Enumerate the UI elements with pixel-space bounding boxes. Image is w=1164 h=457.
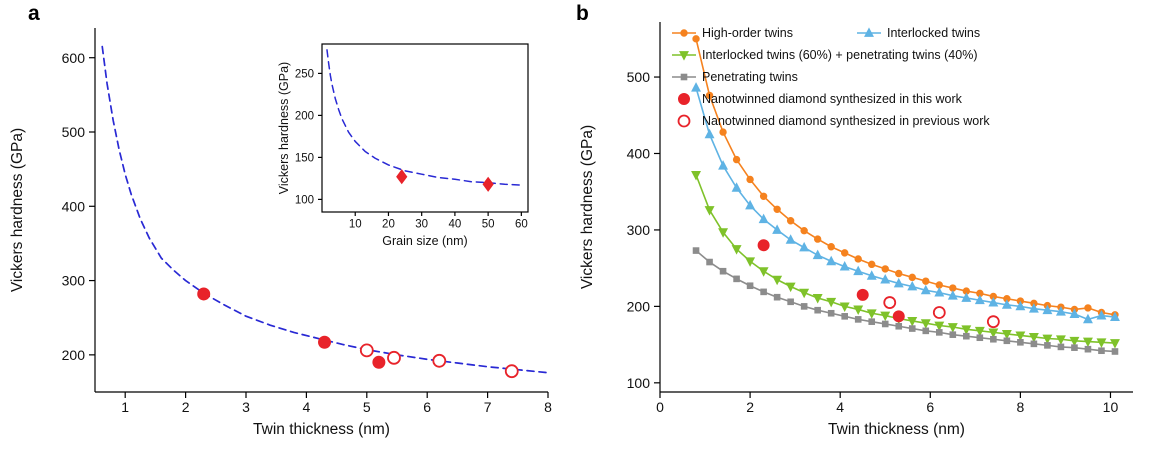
panel-a-chart: 1 2 3 4 5 6 7 8 200 300 400 500 600 Twin thickness (n…: [9, 28, 552, 438]
panel-b-chart: 0 2 4 6 8 10 100 200 300 400 500 Twin thickness (nm…: [579, 22, 1133, 438]
panel-label-a: a: [28, 2, 40, 25]
legend-item-interlocked-twins-60-penetrating-twins-40: Interlocked twins (60%) + penetrating tw…: [672, 48, 977, 62]
svg-text:7: 7: [484, 399, 492, 415]
legend-item-interlocked-twins: Interlocked twins: [857, 26, 980, 40]
svg-text:Vickers hardness (GPa): Vickers hardness (GPa): [579, 125, 596, 289]
svg-text:100: 100: [295, 195, 314, 207]
svg-text:2: 2: [746, 399, 754, 415]
svg-text:400: 400: [627, 146, 651, 162]
series-interlocked-twins: [691, 82, 1120, 324]
svg-text:150: 150: [295, 153, 314, 165]
svg-text:500: 500: [62, 124, 86, 140]
svg-text:50: 50: [482, 219, 495, 231]
svg-text:Nanotwinned diamond synthesize: Nanotwinned diamond synthesized in previ…: [702, 114, 990, 128]
svg-text:20: 20: [382, 219, 395, 231]
legend-item-nanotwinned-diamond-synthesized-in-previous-work: Nanotwinned diamond synthesized in previ…: [677, 114, 990, 128]
series-interlocked-twins-60-penetrating-twins-40: [691, 170, 1120, 349]
svg-text:60: 60: [515, 219, 528, 231]
svg-text:6: 6: [423, 399, 431, 415]
svg-text:10: 10: [1103, 399, 1119, 415]
panel-b-labels: 0 2 4 6 8 10 100 200 300 400 500 Twin thickness (nm…: [579, 69, 1118, 438]
legend-item-high-order-twins: High-order twins: [672, 26, 793, 40]
svg-text:200: 200: [627, 298, 651, 314]
svg-text:200: 200: [295, 111, 314, 123]
series-nanotwinned-diamond-synthesized-in-previous-work: [359, 343, 519, 379]
legend-item-nanotwinned-diamond-synthesized-in-this-work: Nanotwinned diamond synthesized in this …: [678, 92, 963, 106]
svg-text:1: 1: [121, 399, 129, 415]
svg-text:600: 600: [62, 50, 86, 66]
svg-text:Vickers hardness (GPa): Vickers hardness (GPa): [277, 62, 291, 194]
series-nanotwinned-diamond-synthesized-in-previous-work: [883, 296, 1000, 329]
legend-item-penetrating-twins: Penetrating twins: [672, 70, 798, 84]
svg-text:8: 8: [1016, 399, 1024, 415]
svg-text:250: 250: [295, 69, 314, 81]
svg-text:400: 400: [62, 198, 86, 214]
svg-text:Penetrating twins: Penetrating twins: [702, 70, 798, 84]
svg-text:Grain size (nm): Grain size (nm): [382, 234, 467, 248]
svg-text:300: 300: [62, 273, 86, 289]
svg-text:Twin thickness (nm): Twin thickness (nm): [828, 421, 965, 438]
svg-text:6: 6: [926, 399, 934, 415]
series-hardness-grain-size-fit-curve: [326, 49, 523, 186]
svg-text:Interlocked twins (60%) + pene: Interlocked twins (60%) + penetrating tw…: [702, 48, 977, 62]
svg-text:40: 40: [449, 219, 462, 231]
svg-text:300: 300: [627, 222, 651, 238]
svg-text:3: 3: [242, 399, 250, 415]
svg-text:0: 0: [656, 399, 664, 415]
panel-label-b: b: [576, 2, 589, 25]
series-nanotwinned-diamond-synthesized-in-this-work: [197, 287, 386, 369]
svg-text:500: 500: [627, 69, 651, 85]
svg-text:Interlocked twins: Interlocked twins: [887, 26, 980, 40]
svg-text:30: 30: [415, 219, 428, 231]
svg-text:8: 8: [544, 399, 552, 415]
svg-text:Nanotwinned diamond synthesize: Nanotwinned diamond synthesized in this …: [702, 92, 963, 106]
panel-a-inset-labels: 10 20 30 40 50 60 100 150 200 250 Grain size (nm) V…: [277, 62, 528, 248]
svg-text:High-order twins: High-order twins: [702, 26, 793, 40]
series-nanotwinned-diamond-synthesized-in-this-work: [757, 239, 905, 323]
svg-text:200: 200: [62, 347, 86, 363]
svg-text:Twin thickness (nm): Twin thickness (nm): [253, 421, 390, 438]
svg-text:5: 5: [363, 399, 371, 415]
svg-text:Vickers hardness (GPa): Vickers hardness (GPa): [9, 128, 26, 292]
series-penetrating-twins: [692, 247, 1119, 355]
svg-text:2: 2: [182, 399, 190, 415]
panel-a-axes: [89, 28, 549, 398]
svg-text:4: 4: [836, 399, 844, 415]
panel-b-legend: High-order twins Interlocked twins Interlo…: [672, 26, 990, 128]
series-hardness-twin-thickness-fit-curve: [101, 45, 549, 374]
svg-text:10: 10: [349, 219, 362, 231]
series-nanograined-diamond-data-points: [396, 169, 494, 192]
panel-a-labels: 1 2 3 4 5 6 7 8 200 300 400 500 600 Twin thickness (n…: [9, 50, 552, 438]
panel-a-inset-axes: [318, 43, 529, 216]
svg-text:100: 100: [627, 375, 651, 391]
svg-text:4: 4: [303, 399, 311, 415]
panel-b-axes: [654, 22, 1133, 398]
